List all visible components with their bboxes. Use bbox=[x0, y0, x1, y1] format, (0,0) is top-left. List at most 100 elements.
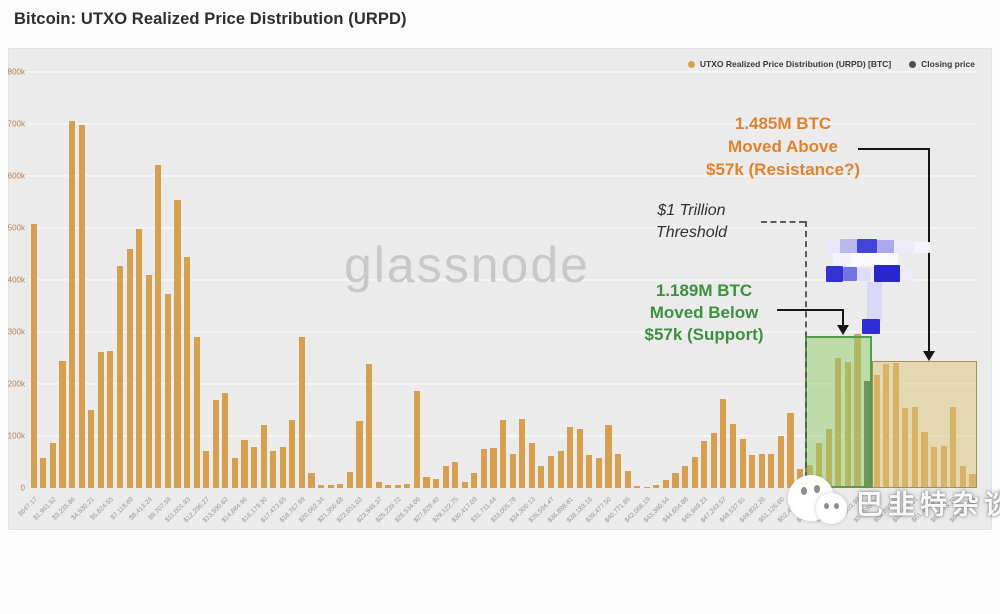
urpd-bar[interactable] bbox=[183, 257, 191, 488]
threshold-annotation: $1 Trillion Threshold bbox=[655, 202, 728, 241]
gridline bbox=[29, 279, 977, 280]
urpd-bar[interactable] bbox=[471, 473, 478, 488]
urpd-bar[interactable] bbox=[49, 443, 56, 488]
urpd-bar[interactable] bbox=[116, 266, 124, 488]
support-arrow-icon bbox=[837, 325, 849, 335]
urpd-bar[interactable] bbox=[701, 441, 708, 488]
chart-panel: UTXO Realized Price Distribution (URPD) … bbox=[7, 48, 1000, 530]
support-connector-v bbox=[842, 309, 844, 325]
urpd-bar[interactable] bbox=[365, 364, 373, 488]
urpd-bar[interactable] bbox=[682, 466, 689, 488]
urpd-bar[interactable] bbox=[614, 453, 622, 488]
urpd-bar[interactable] bbox=[40, 457, 47, 488]
urpd-bar[interactable] bbox=[710, 432, 717, 488]
gridline bbox=[29, 71, 977, 72]
urpd-bar[interactable] bbox=[193, 337, 200, 488]
urpd-bar[interactable] bbox=[624, 470, 631, 488]
urpd-bar[interactable] bbox=[576, 429, 583, 488]
urpd-bar[interactable] bbox=[653, 484, 660, 488]
urpd-bar[interactable] bbox=[758, 453, 765, 488]
resistance-arrow-icon bbox=[923, 351, 935, 361]
urpd-bar[interactable] bbox=[88, 410, 95, 488]
legend-label-closing-price: Closing price bbox=[921, 59, 975, 69]
gridline bbox=[29, 383, 977, 384]
urpd-bar[interactable] bbox=[174, 200, 181, 488]
urpd-bar[interactable] bbox=[509, 453, 516, 488]
urpd-bar[interactable] bbox=[691, 456, 698, 488]
urpd-bar[interactable] bbox=[212, 400, 219, 488]
urpd-bar[interactable] bbox=[739, 438, 746, 488]
urpd-bar[interactable] bbox=[241, 440, 248, 488]
urpd-bar[interactable] bbox=[519, 418, 526, 488]
urpd-bar[interactable] bbox=[356, 420, 363, 488]
urpd-bar[interactable] bbox=[30, 223, 37, 488]
urpd-bar[interactable] bbox=[672, 472, 679, 488]
urpd-bar[interactable] bbox=[538, 466, 545, 488]
urpd-bar[interactable] bbox=[433, 479, 440, 488]
urpd-bar[interactable] bbox=[251, 446, 258, 488]
urpd-bar[interactable] bbox=[586, 455, 593, 488]
urpd-bar[interactable] bbox=[298, 337, 306, 488]
urpd-bar[interactable] bbox=[547, 455, 555, 488]
urpd-bar[interactable] bbox=[231, 457, 238, 488]
urpd-bar[interactable] bbox=[78, 125, 85, 488]
urpd-bar[interactable] bbox=[136, 229, 143, 488]
urpd-bar[interactable] bbox=[385, 484, 392, 488]
urpd-bar[interactable] bbox=[413, 391, 420, 488]
legend-item-urpd[interactable]: UTXO Realized Price Distribution (URPD) … bbox=[687, 59, 891, 69]
urpd-bar[interactable] bbox=[768, 453, 775, 488]
urpd-bar[interactable] bbox=[375, 481, 382, 488]
urpd-bar[interactable] bbox=[145, 274, 152, 488]
urpd-bar[interactable] bbox=[155, 164, 162, 488]
urpd-bar[interactable] bbox=[643, 486, 650, 488]
urpd-bar[interactable] bbox=[787, 412, 794, 488]
urpd-bar[interactable] bbox=[164, 294, 171, 488]
legend: UTXO Realized Price Distribution (URPD) … bbox=[687, 59, 975, 69]
gridline bbox=[29, 331, 977, 332]
urpd-bar[interactable] bbox=[222, 393, 229, 488]
urpd-bar[interactable] bbox=[203, 450, 210, 488]
urpd-bar[interactable] bbox=[346, 472, 353, 488]
urpd-bar[interactable] bbox=[634, 485, 641, 488]
urpd-bar[interactable] bbox=[318, 485, 325, 488]
urpd-bar[interactable] bbox=[729, 423, 737, 488]
urpd-bar[interactable] bbox=[480, 449, 488, 488]
urpd-bar[interactable] bbox=[720, 398, 727, 488]
closing-price-series-dot-icon bbox=[909, 60, 917, 68]
urpd-bar[interactable] bbox=[777, 436, 784, 488]
urpd-bar[interactable] bbox=[605, 425, 612, 488]
urpd-bar[interactable] bbox=[279, 447, 286, 488]
urpd-bar[interactable] bbox=[662, 480, 669, 488]
urpd-bar[interactable] bbox=[500, 419, 507, 488]
urpd-bar[interactable] bbox=[423, 476, 430, 488]
support-annotation: 1.189M BTC Moved Below $57k (Support) bbox=[644, 281, 764, 344]
footer-watermark: 巴韭特杂谈 bbox=[784, 473, 1000, 531]
urpd-bar[interactable] bbox=[308, 473, 315, 488]
urpd-bar[interactable] bbox=[557, 451, 564, 488]
urpd-bar[interactable] bbox=[97, 352, 104, 488]
urpd-bar[interactable] bbox=[567, 427, 574, 488]
urpd-bar[interactable] bbox=[126, 249, 133, 488]
urpd-bar[interactable] bbox=[289, 419, 296, 488]
urpd-bar[interactable] bbox=[461, 482, 468, 488]
urpd-bar[interactable] bbox=[528, 443, 535, 488]
urpd-bar[interactable] bbox=[260, 425, 267, 488]
urpd-bar[interactable] bbox=[394, 484, 401, 488]
glassnode-watermark: glassnode bbox=[344, 237, 590, 293]
urpd-bar[interactable] bbox=[337, 484, 344, 488]
urpd-bar[interactable] bbox=[270, 450, 277, 488]
urpd-bar[interactable] bbox=[69, 120, 76, 488]
y-tick-label: 600k bbox=[7, 171, 25, 181]
urpd-bar[interactable] bbox=[59, 360, 66, 488]
urpd-bar[interactable] bbox=[490, 448, 497, 488]
urpd-bar[interactable] bbox=[404, 483, 411, 488]
y-tick-label: 300k bbox=[7, 327, 25, 337]
urpd-bar[interactable] bbox=[749, 455, 756, 488]
page-title: Bitcoin: UTXO Realized Price Distributio… bbox=[14, 10, 407, 28]
urpd-bar[interactable] bbox=[327, 485, 334, 488]
urpd-bar[interactable] bbox=[442, 466, 449, 488]
urpd-bar[interactable] bbox=[595, 457, 602, 488]
legend-item-closing-price[interactable]: Closing price bbox=[909, 59, 975, 69]
urpd-bar[interactable] bbox=[452, 462, 459, 488]
urpd-bar[interactable] bbox=[107, 350, 114, 488]
